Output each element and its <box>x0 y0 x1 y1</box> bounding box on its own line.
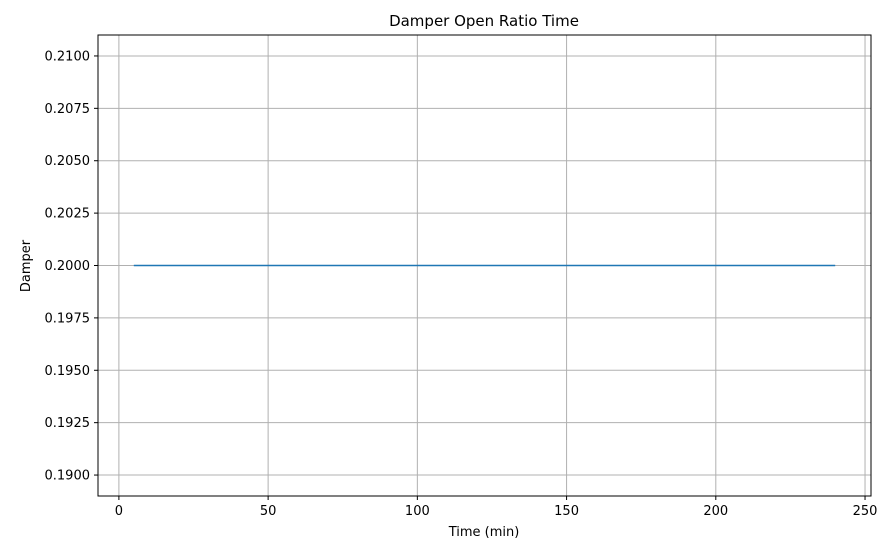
y-axis-title: Damper <box>19 239 34 292</box>
x-tick-label: 150 <box>554 504 579 519</box>
x-tick-label: 200 <box>703 504 728 519</box>
y-tick-label: 0.1950 <box>45 364 91 379</box>
x-tick-label: 100 <box>405 504 430 519</box>
y-tick-label: 0.1975 <box>45 311 91 326</box>
x-tick-label: 250 <box>853 504 878 519</box>
y-tick-label: 0.1900 <box>45 469 91 484</box>
x-tick-label: 0 <box>115 504 123 519</box>
chart-title: Damper Open Ratio Time <box>389 12 579 30</box>
y-axis: 0.1900 0.1925 0.1950 0.1975 0.2000 0.2025 0.20… <box>45 49 98 484</box>
y-tick-label: 0.1925 <box>45 416 91 431</box>
y-tick-label: 0.2025 <box>45 207 91 222</box>
y-tick-label: 0.2000 <box>45 259 91 274</box>
x-axis: 0 50 100 150 200 250 <box>115 496 878 519</box>
x-tick-label: 50 <box>260 504 277 519</box>
y-tick-label: 0.2100 <box>45 49 91 64</box>
y-tick-label: 0.2075 <box>45 102 91 117</box>
y-tick-label: 0.2050 <box>45 154 91 169</box>
x-axis-title: Time (min) <box>448 525 520 540</box>
